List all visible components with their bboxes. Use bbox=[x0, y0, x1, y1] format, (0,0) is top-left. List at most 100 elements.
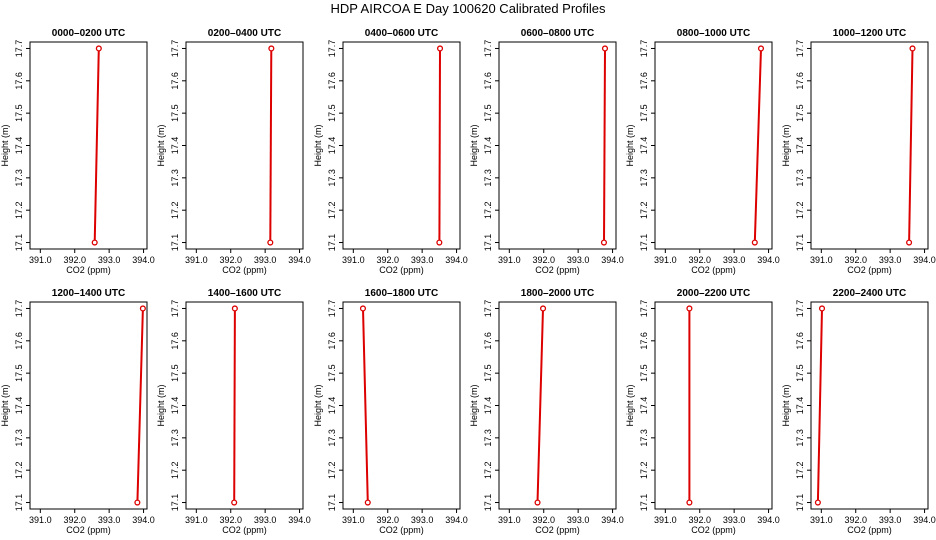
data-point bbox=[909, 45, 916, 52]
y-tick-label: 17.4 bbox=[14, 137, 24, 155]
y-tick-label: 17.6 bbox=[483, 72, 493, 90]
y-tick-label: 17.4 bbox=[170, 397, 180, 415]
x-tick-label: 391.0 bbox=[654, 255, 677, 265]
y-axis-label: Height (m) bbox=[313, 384, 323, 426]
data-point bbox=[359, 305, 367, 312]
data-point bbox=[686, 499, 693, 506]
data-point bbox=[751, 239, 758, 246]
x-tick-label: 391.0 bbox=[29, 255, 52, 265]
x-tick-label: 393.0 bbox=[879, 255, 902, 265]
y-tick-label: 17.6 bbox=[14, 72, 24, 90]
panel-12: 2200–2400 UTC 391.0 392.0 393.0 394.0 CO2 (pp… bbox=[781, 288, 936, 535]
profile-line bbox=[816, 308, 823, 503]
data-point bbox=[91, 239, 98, 246]
profile-line bbox=[438, 48, 441, 243]
y-tick-label: 17.3 bbox=[483, 429, 493, 447]
data-point bbox=[95, 45, 102, 52]
x-tick-label: 392.0 bbox=[219, 515, 242, 525]
x-tick-label: 391.0 bbox=[185, 515, 208, 525]
panel-9: 1600–1800 UTC 391.0 392.0 393.0 394.0 CO2 (pp… bbox=[313, 288, 468, 535]
y-tick-label: 17.5 bbox=[170, 104, 180, 122]
panel-title: 0000–0200 UTC bbox=[52, 28, 125, 39]
y-tick-label: 17.3 bbox=[327, 429, 337, 447]
x-tick-label: 394.0 bbox=[288, 255, 311, 265]
data-point bbox=[686, 305, 693, 312]
y-tick-label: 17.7 bbox=[483, 300, 493, 318]
y-tick-label: 17.7 bbox=[170, 300, 180, 318]
x-tick-label: 392.0 bbox=[532, 515, 555, 525]
y-tick-label: 17.7 bbox=[639, 300, 649, 318]
x-tick-label: 394.0 bbox=[445, 515, 468, 525]
y-tick-label: 17.2 bbox=[795, 461, 805, 479]
x-tick-label: 394.0 bbox=[132, 255, 155, 265]
x-tick-label: 393.0 bbox=[723, 255, 746, 265]
y-tick-label: 17.2 bbox=[14, 201, 24, 219]
x-tick-label: 392.0 bbox=[532, 255, 555, 265]
x-tick-label: 393.0 bbox=[254, 255, 277, 265]
x-axis-label: CO2 (ppm) bbox=[66, 265, 111, 275]
y-tick-label: 17.3 bbox=[14, 169, 24, 187]
y-tick-label: 17.5 bbox=[795, 364, 805, 382]
y-tick-label: 17.6 bbox=[327, 332, 337, 350]
y-axis-label: Height (m) bbox=[781, 124, 791, 166]
panel-title: 2000–2200 UTC bbox=[677, 288, 750, 299]
panel-title: 0800–1000 UTC bbox=[677, 28, 750, 39]
y-tick-label: 17.2 bbox=[483, 461, 493, 479]
data-point bbox=[231, 499, 238, 506]
plot-frame bbox=[185, 301, 304, 510]
y-tick-label: 17.2 bbox=[639, 461, 649, 479]
y-tick-label: 17.2 bbox=[639, 201, 649, 219]
y-tick-label: 17.6 bbox=[639, 332, 649, 350]
y-tick-label: 17.2 bbox=[327, 201, 337, 219]
y-tick-label: 17.4 bbox=[14, 397, 24, 415]
panel-5: 0800–1000 UTC 391.0 392.0 393.0 394.0 CO2 (pp… bbox=[625, 28, 780, 275]
x-tick-label: 394.0 bbox=[288, 515, 311, 525]
data-point bbox=[268, 45, 275, 52]
plot-frame bbox=[810, 301, 929, 510]
y-axis-label: Height (m) bbox=[625, 384, 635, 426]
x-tick-label: 391.0 bbox=[29, 515, 52, 525]
y-tick-label: 17.1 bbox=[14, 234, 24, 252]
plot-frame bbox=[654, 41, 773, 250]
x-tick-label: 394.0 bbox=[757, 515, 780, 525]
x-tick-label: 394.0 bbox=[913, 515, 936, 525]
y-tick-label: 17.3 bbox=[639, 169, 649, 187]
y-tick-label: 17.6 bbox=[795, 332, 805, 350]
x-axis-label: CO2 (ppm) bbox=[535, 525, 580, 535]
profile-line bbox=[233, 308, 236, 503]
y-tick-label: 17.4 bbox=[639, 137, 649, 155]
y-tick-label: 17.7 bbox=[327, 40, 337, 58]
x-tick-label: 391.0 bbox=[498, 515, 521, 525]
x-axis-label: CO2 (ppm) bbox=[691, 525, 736, 535]
y-tick-label: 17.7 bbox=[795, 300, 805, 318]
y-tick-label: 17.7 bbox=[639, 40, 649, 58]
x-tick-label: 391.0 bbox=[810, 515, 833, 525]
profile-line bbox=[908, 48, 914, 243]
panel-2: 0200–0400 UTC 391.0 392.0 393.0 394.0 CO2 (pp… bbox=[156, 28, 311, 275]
x-tick-label: 392.0 bbox=[63, 255, 86, 265]
y-tick-label: 17.4 bbox=[170, 137, 180, 155]
y-tick-label: 17.1 bbox=[483, 234, 493, 252]
x-tick-label: 391.0 bbox=[342, 515, 365, 525]
y-tick-label: 17.7 bbox=[170, 40, 180, 58]
y-tick-label: 17.1 bbox=[795, 234, 805, 252]
panel-title: 1800–2000 UTC bbox=[521, 288, 594, 299]
y-axis-label: Height (m) bbox=[156, 124, 166, 166]
x-tick-label: 392.0 bbox=[844, 255, 867, 265]
y-tick-label: 17.6 bbox=[327, 72, 337, 90]
plot-frame bbox=[342, 41, 461, 250]
panel-title: 1600–1800 UTC bbox=[365, 288, 438, 299]
x-tick-label: 393.0 bbox=[254, 515, 277, 525]
y-axis-label: Height (m) bbox=[781, 384, 791, 426]
x-tick-label: 393.0 bbox=[98, 255, 121, 265]
panel-title: 2200–2400 UTC bbox=[833, 288, 906, 299]
y-tick-label: 17.6 bbox=[639, 72, 649, 90]
data-point bbox=[231, 305, 238, 312]
plot-frame bbox=[498, 41, 617, 250]
x-axis-label: CO2 (ppm) bbox=[847, 525, 892, 535]
panel-title: 0600–0800 UTC bbox=[521, 28, 594, 39]
x-tick-label: 392.0 bbox=[63, 515, 86, 525]
data-point bbox=[436, 45, 444, 52]
figure-title: HDP AIRCOA E Day 100620 Calibrated Profi… bbox=[330, 1, 606, 16]
